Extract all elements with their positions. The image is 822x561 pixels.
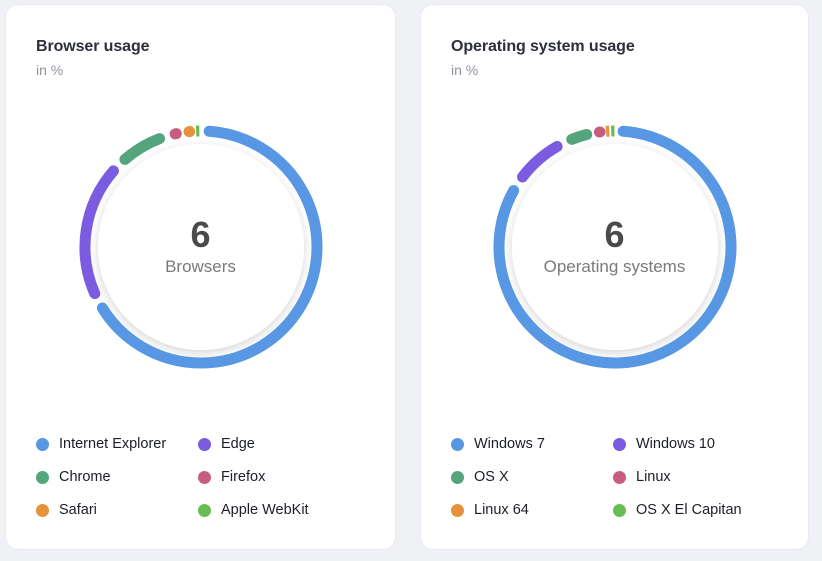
legend-item-os-x-el-capitan[interactable]: OS X El Capitan <box>613 501 778 520</box>
legend-dot-icon <box>451 504 464 517</box>
browser-donut-chart: 6 Browsers <box>71 117 331 377</box>
legend-dot-icon <box>613 471 626 484</box>
os-donut-chart: 6 Operating systems <box>485 117 745 377</box>
browser-legend: Internet Explorer Edge Chrome Firefox Safari… <box>36 435 365 520</box>
legend-label: Linux 64 <box>474 502 529 518</box>
browser-usage-card: Browser usage in % 6 Browsers Internet E… <box>5 4 396 550</box>
legend-label: Apple WebKit <box>221 502 309 518</box>
legend-label: Edge <box>221 436 255 452</box>
legend-item-windows-7[interactable]: Windows 7 <box>451 435 613 454</box>
legend-item-internet-explorer[interactable]: Internet Explorer <box>36 435 198 454</box>
card-subtitle: in % <box>451 62 479 78</box>
legend-label: Windows 7 <box>474 436 545 452</box>
donut-segment-windows-10[interactable] <box>516 140 563 183</box>
card-subtitle: in % <box>36 62 64 78</box>
legend-dot-icon <box>198 471 211 484</box>
legend-label: Safari <box>59 502 97 518</box>
legend-label: Windows 10 <box>636 436 715 452</box>
legend-label: OS X El Capitan <box>636 502 742 518</box>
legend-dot-icon <box>451 471 464 484</box>
os-usage-card: Operating system usage in % 6 Operating … <box>420 4 809 550</box>
legend-item-windows-10[interactable]: Windows 10 <box>613 435 778 454</box>
legend-dot-icon <box>198 438 211 451</box>
donut-segment-chrome[interactable] <box>118 133 165 165</box>
legend-item-os-x[interactable]: OS X <box>451 468 613 487</box>
legend-item-edge[interactable]: Edge <box>198 435 365 454</box>
legend-dot-icon <box>451 438 464 451</box>
legend-label: Linux <box>636 469 671 485</box>
donut-segment-internet-explorer[interactable] <box>96 125 322 369</box>
legend-dot-icon <box>36 504 49 517</box>
donut-segment-os-x[interactable] <box>565 128 592 145</box>
legend-dot-icon <box>613 504 626 517</box>
donut-inner-disc <box>511 144 718 350</box>
legend-dot-icon <box>36 471 49 484</box>
os-legend: Windows 7 Windows 10 OS X Linux Linux 64 OS X… <box>451 435 778 520</box>
legend-item-apple-webkit[interactable]: Apple WebKit <box>198 501 365 520</box>
legend-item-safari[interactable]: Safari <box>36 501 198 520</box>
card-title: Browser usage <box>36 38 150 55</box>
legend-dot-icon <box>198 504 211 517</box>
legend-label: OS X <box>474 469 509 485</box>
legend-item-firefox[interactable]: Firefox <box>198 468 365 487</box>
legend-label: Chrome <box>59 469 111 485</box>
donut-segment-edge[interactable] <box>79 165 119 300</box>
legend-label: Firefox <box>221 469 266 485</box>
donut-segment-windows-7[interactable] <box>493 125 736 369</box>
legend-dot-icon <box>36 438 49 451</box>
legend-item-chrome[interactable]: Chrome <box>36 468 198 487</box>
legend-dot-icon <box>613 438 626 451</box>
legend-item-linux-64[interactable]: Linux 64 <box>451 501 613 520</box>
legend-item-linux[interactable]: Linux <box>613 468 778 487</box>
legend-label: Internet Explorer <box>59 436 167 452</box>
card-title: Operating system usage <box>451 38 635 55</box>
donut-inner-disc <box>97 144 304 350</box>
